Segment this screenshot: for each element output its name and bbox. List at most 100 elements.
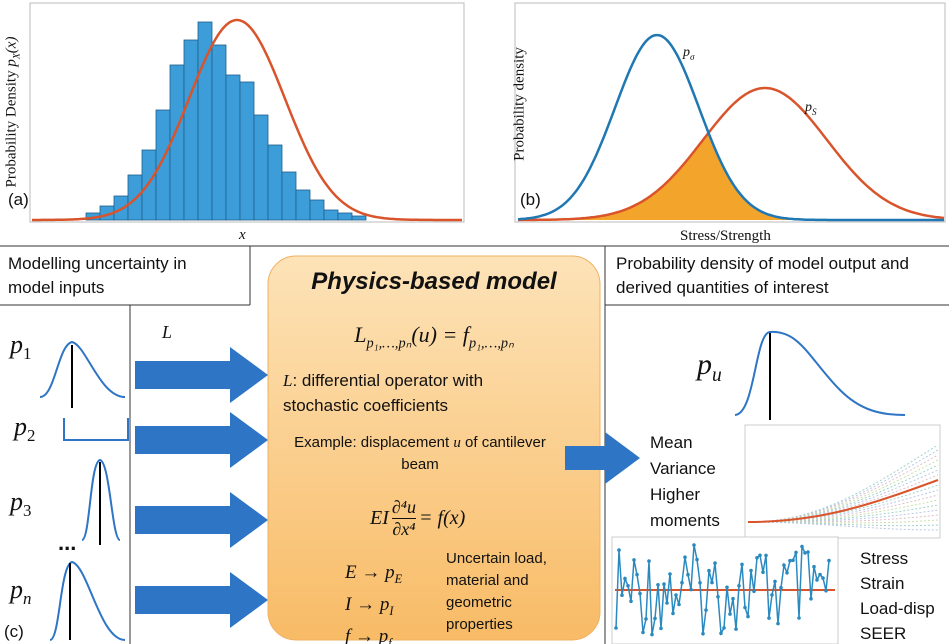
y-axis-label: Probability density	[512, 47, 529, 169]
mapping-sub: I	[389, 603, 394, 618]
beam-equation: EI ∂⁴u ∂x⁴ = f(x)	[370, 497, 465, 540]
eq-part: ∂x⁴	[392, 519, 416, 539]
signal-point	[674, 593, 678, 597]
signal-point	[794, 550, 798, 555]
signal-point	[710, 580, 714, 585]
signal-points	[614, 543, 831, 637]
histogram-bar	[295, 189, 311, 221]
histogram-bar	[239, 81, 255, 221]
signal-point	[728, 612, 732, 616]
signal-point	[632, 558, 636, 562]
mean-trajectory	[747, 479, 939, 523]
signal-point	[668, 572, 672, 576]
moment: moments	[650, 511, 720, 530]
eq-part: = f(x)	[419, 507, 466, 529]
signal-point	[659, 626, 663, 631]
signal-point	[812, 564, 816, 569]
trajectories	[747, 444, 939, 531]
signal-point	[698, 581, 702, 585]
label-var: p	[10, 575, 23, 604]
outputs-title: Probability density of model output and …	[616, 254, 909, 297]
panel-label: (b)	[520, 190, 541, 209]
trajectory-panel	[744, 424, 941, 539]
signal-point	[734, 627, 738, 631]
signal-point	[818, 572, 822, 577]
label-sub: u	[712, 365, 722, 386]
trajectory	[747, 521, 939, 531]
histogram-bar	[253, 114, 269, 221]
example-text: Example: displacement	[294, 434, 454, 451]
signal-point	[665, 601, 669, 605]
panel-label: (a)	[8, 190, 29, 209]
signal-point	[707, 568, 711, 573]
signal-point	[806, 550, 810, 554]
signal-point	[677, 602, 681, 607]
label-sub: S	[812, 106, 817, 117]
histogram	[85, 21, 367, 221]
signal-point	[620, 593, 624, 597]
signal-point	[788, 558, 792, 563]
signal-point	[779, 585, 783, 590]
input-label: p2	[14, 412, 35, 446]
model-title: Physics-based model	[311, 268, 557, 295]
signal-point	[644, 617, 648, 621]
signal-point	[773, 579, 777, 584]
eq-part: p₁,…,pₙ	[468, 335, 514, 352]
label-text: Probability Density	[3, 66, 20, 188]
quantity: Load-disp	[860, 599, 935, 618]
histogram-bar	[281, 171, 297, 221]
histogram-bar	[211, 44, 227, 221]
panel-a-frame	[29, 2, 465, 223]
input-label: p1	[10, 330, 31, 364]
operator-text: : differential operator with stochastic …	[283, 371, 484, 415]
signal-point	[641, 630, 645, 635]
signal-point	[731, 596, 735, 601]
input-label: p3	[10, 487, 31, 521]
signal-point	[824, 588, 828, 593]
curve-label: pS	[805, 100, 817, 117]
arrows	[135, 347, 640, 628]
label-arg: (x)	[3, 36, 20, 54]
signal-point	[767, 616, 771, 620]
quantity: Stress	[860, 549, 909, 568]
label-var: p	[10, 330, 23, 359]
signal-point	[791, 558, 795, 563]
signal-point	[800, 544, 804, 549]
signal-point	[746, 614, 750, 619]
mapping-text: I → p	[345, 593, 390, 615]
operator-var: L	[283, 371, 293, 390]
ellipsis: ...	[58, 530, 77, 555]
signal-point	[758, 553, 762, 558]
histogram-bar	[183, 39, 199, 221]
eq-part: EI	[370, 507, 389, 529]
label-var: p	[10, 487, 23, 516]
y-axis-label: Probability Density pX(x)	[4, 37, 23, 188]
label-sub: X	[11, 53, 23, 60]
signal-point	[743, 605, 747, 610]
signal-point	[815, 578, 819, 582]
example-text: of cantilever beam	[401, 434, 546, 473]
mapping: E → pE	[345, 560, 402, 592]
mapping-note: Uncertain load, material and geometric p…	[446, 550, 547, 633]
signal-point	[713, 561, 717, 565]
moments: Mean Variance Higher moments	[650, 430, 720, 534]
x-axis-label: Stress/Strength	[680, 228, 771, 244]
signal-point	[809, 597, 813, 601]
histogram-bar	[155, 109, 171, 221]
mapping: f → pf	[345, 624, 402, 644]
eq-part: L	[354, 322, 367, 347]
signal-point	[686, 572, 690, 577]
overlap-area	[540, 133, 800, 220]
signal-point	[614, 626, 618, 630]
signal-point	[701, 631, 705, 636]
signal-point	[617, 548, 621, 552]
mapping-text: f → p	[345, 625, 389, 644]
eq-part: p₁,…,pₙ	[366, 335, 412, 352]
mapping-sub: f	[388, 635, 392, 644]
label-sub: 1	[23, 344, 32, 364]
fitted-density	[32, 18, 462, 222]
eq-part: ∂⁴u	[391, 497, 417, 519]
panel-label: (c)	[4, 622, 24, 641]
signal-point	[635, 572, 639, 577]
